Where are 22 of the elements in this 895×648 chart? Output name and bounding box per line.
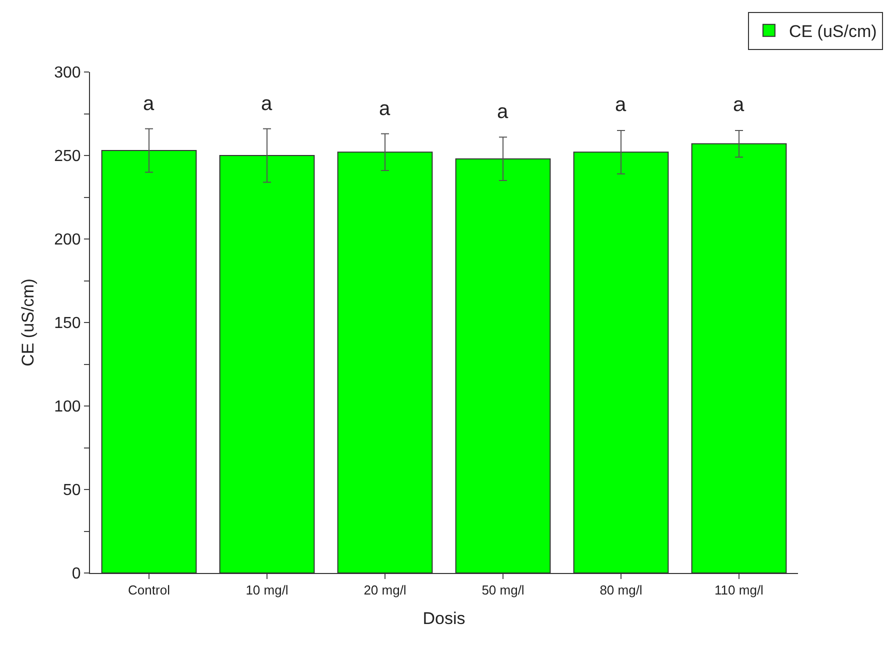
y-tick-label: 250 [54, 148, 81, 166]
annotation: a [615, 94, 627, 116]
annotation: a [261, 93, 273, 115]
x-tick-label: 20 mg/l [364, 582, 406, 598]
legend-label: CE (uS/cm) [788, 22, 877, 42]
y-tick-label: 300 [54, 64, 81, 82]
y-tick-label: 0 [72, 566, 81, 583]
x-axis-title: Dosis [422, 609, 466, 628]
y-tick-label: 100 [54, 398, 81, 416]
annotation: a [733, 94, 745, 116]
x-tick-label: 80 mg/l [600, 582, 642, 598]
x-tick-label: 50 mg/l [482, 582, 524, 598]
x-tick-label: Control [128, 582, 170, 598]
x-tick-label: 110 mg/l [714, 582, 764, 598]
annotation: a [379, 98, 391, 120]
y-tick-label: 200 [54, 232, 81, 249]
y-axis-title: CE (uS/cm) [18, 278, 38, 366]
annotation: a [143, 93, 155, 115]
y-tick-label: 150 [54, 315, 81, 332]
y-tick-label: 50 [63, 482, 81, 500]
annotation: a [497, 101, 509, 123]
x-tick-label: 10 mg/l [246, 582, 288, 598]
